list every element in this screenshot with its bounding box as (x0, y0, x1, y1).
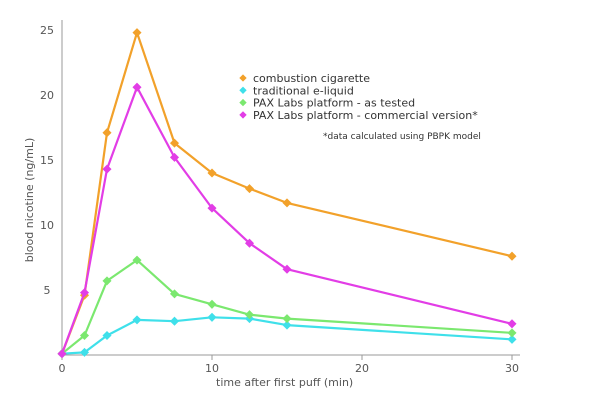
data-point (169, 316, 180, 326)
y-tick-label: 10 (40, 219, 54, 232)
data-point (507, 251, 517, 261)
data-point (79, 347, 90, 357)
legend-marker (239, 111, 247, 119)
legend-marker (239, 98, 247, 107)
y-tick-label: 5 (44, 284, 51, 297)
data-point (132, 255, 142, 265)
x-tick-label: 30 (505, 362, 519, 375)
series-0 (57, 28, 517, 359)
x-tick-label: 20 (355, 362, 369, 375)
data-point (169, 152, 180, 162)
data-point (507, 334, 517, 344)
model-note: *data calculated using PBPK model (323, 132, 481, 142)
data-point (244, 238, 255, 248)
data-point (507, 319, 517, 329)
series-line (60, 86, 513, 355)
data-point (102, 128, 112, 138)
data-point (102, 276, 112, 286)
legend-marker (239, 86, 247, 94)
data-point (102, 164, 112, 174)
x-tick-label: 0 (59, 362, 66, 375)
legend-label: PAX Labs platform - commercial version* (253, 109, 478, 122)
y-tick-label: 20 (40, 89, 54, 102)
legend-label: traditional e-liquid (253, 84, 354, 97)
data-point (169, 289, 180, 299)
x-axis-label: time after first puff (min) (216, 376, 353, 389)
data-point (207, 299, 217, 309)
data-point (132, 82, 142, 92)
data-point (507, 328, 517, 338)
y-tick-label: 25 (40, 24, 54, 37)
data-point (132, 28, 142, 38)
legend-label: combustion cigarette (253, 72, 370, 85)
legend-marker (239, 74, 247, 82)
y-tick-labels: 5 10 15 20 25 (40, 24, 54, 297)
y-tick-label: 15 (40, 154, 54, 167)
x-tick-labels: 0 10 20 30 (59, 355, 519, 375)
data-point (282, 314, 292, 324)
data-point (244, 310, 255, 320)
y-axis-label: blood nicotine (ng/mL) (23, 138, 36, 262)
data-point (282, 198, 292, 208)
data-point (244, 184, 255, 194)
data-point (207, 312, 217, 322)
data-point (207, 168, 217, 178)
legend-label: PAX Labs platform - as tested (253, 97, 415, 110)
series-layer (57, 28, 517, 359)
data-point (132, 315, 142, 325)
x-tick-label: 10 (205, 362, 219, 375)
